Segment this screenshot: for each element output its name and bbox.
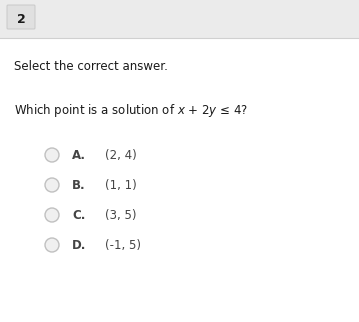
Circle shape <box>45 208 59 222</box>
FancyBboxPatch shape <box>7 5 35 29</box>
Text: (-1, 5): (-1, 5) <box>105 239 141 251</box>
Circle shape <box>45 148 59 162</box>
Text: (2, 4): (2, 4) <box>105 148 137 162</box>
Bar <box>0 0 359 38</box>
Text: D.: D. <box>72 239 87 251</box>
Text: B.: B. <box>72 178 86 192</box>
Text: 2: 2 <box>17 13 25 25</box>
Text: Which point is a solution of $x$ + 2$y$ ≤ 4?: Which point is a solution of $x$ + 2$y$ … <box>14 101 248 118</box>
Text: Select the correct answer.: Select the correct answer. <box>14 60 168 72</box>
Text: A.: A. <box>72 148 86 162</box>
Circle shape <box>45 238 59 252</box>
Circle shape <box>45 178 59 192</box>
Text: C.: C. <box>72 209 85 222</box>
Text: (3, 5): (3, 5) <box>105 209 136 222</box>
Text: (1, 1): (1, 1) <box>105 178 137 192</box>
